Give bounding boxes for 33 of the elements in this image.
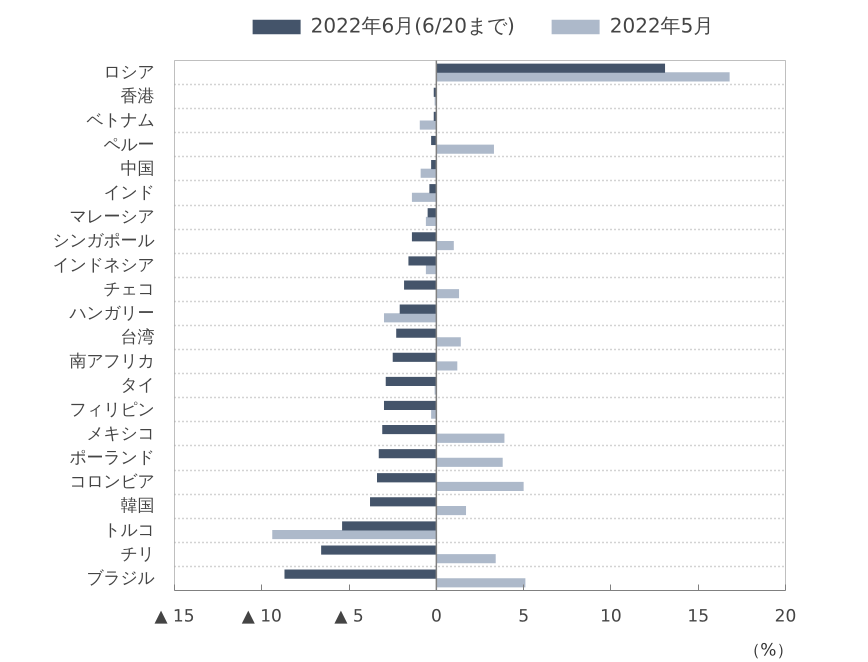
y-tick-label: コロンビア (70, 472, 154, 492)
y-tick-label: シンガポール (52, 231, 154, 252)
legend-label: 2022年6月(6/20まで) (310, 12, 515, 40)
x-tick-label: 20 (774, 606, 796, 626)
y-tick-label: チリ (120, 544, 154, 564)
y-tick-label: ベトナム (86, 110, 154, 131)
y-tick-label: チェコ (104, 279, 154, 300)
x-tick-label: 0 (430, 606, 442, 626)
y-tick-label: トルコ (104, 520, 154, 540)
x-tick-label: 15 (687, 606, 710, 626)
x-tick-label: 10 (600, 606, 622, 626)
y-tick-label: マレーシア (70, 207, 154, 228)
y-tick-label: ロシア (104, 62, 154, 83)
y-tick-label: メキシコ (86, 424, 154, 444)
y-tick-label: インド (104, 183, 154, 203)
y-tick-label: ハンガリー (68, 303, 154, 324)
legend-label: 2022年5月 (610, 12, 714, 40)
y-tick-label: タイ (120, 376, 154, 396)
x-tick-label: ▲ 5 (334, 606, 364, 626)
y-tick-label: ペルー (104, 134, 154, 155)
y-tick-label: 南アフリカ (70, 352, 154, 372)
y-tick-label: 中国 (120, 158, 154, 179)
y-tick-label: フィリピン (70, 400, 154, 420)
y-tick-label: 香港 (120, 86, 154, 107)
text: （%） (743, 640, 794, 660)
y-tick-label: 韓国 (120, 496, 154, 516)
y-tick-label: 台湾 (120, 328, 154, 348)
x-tick-label: ▲ 15 (154, 606, 195, 626)
x-tick-label: ▲ 10 (242, 606, 282, 626)
y-tick-label: インドネシア (52, 255, 154, 276)
x-tick-label: 5 (518, 606, 530, 626)
y-tick-label: ブラジル (86, 568, 154, 588)
y-tick-label: ポーランド (70, 448, 154, 468)
